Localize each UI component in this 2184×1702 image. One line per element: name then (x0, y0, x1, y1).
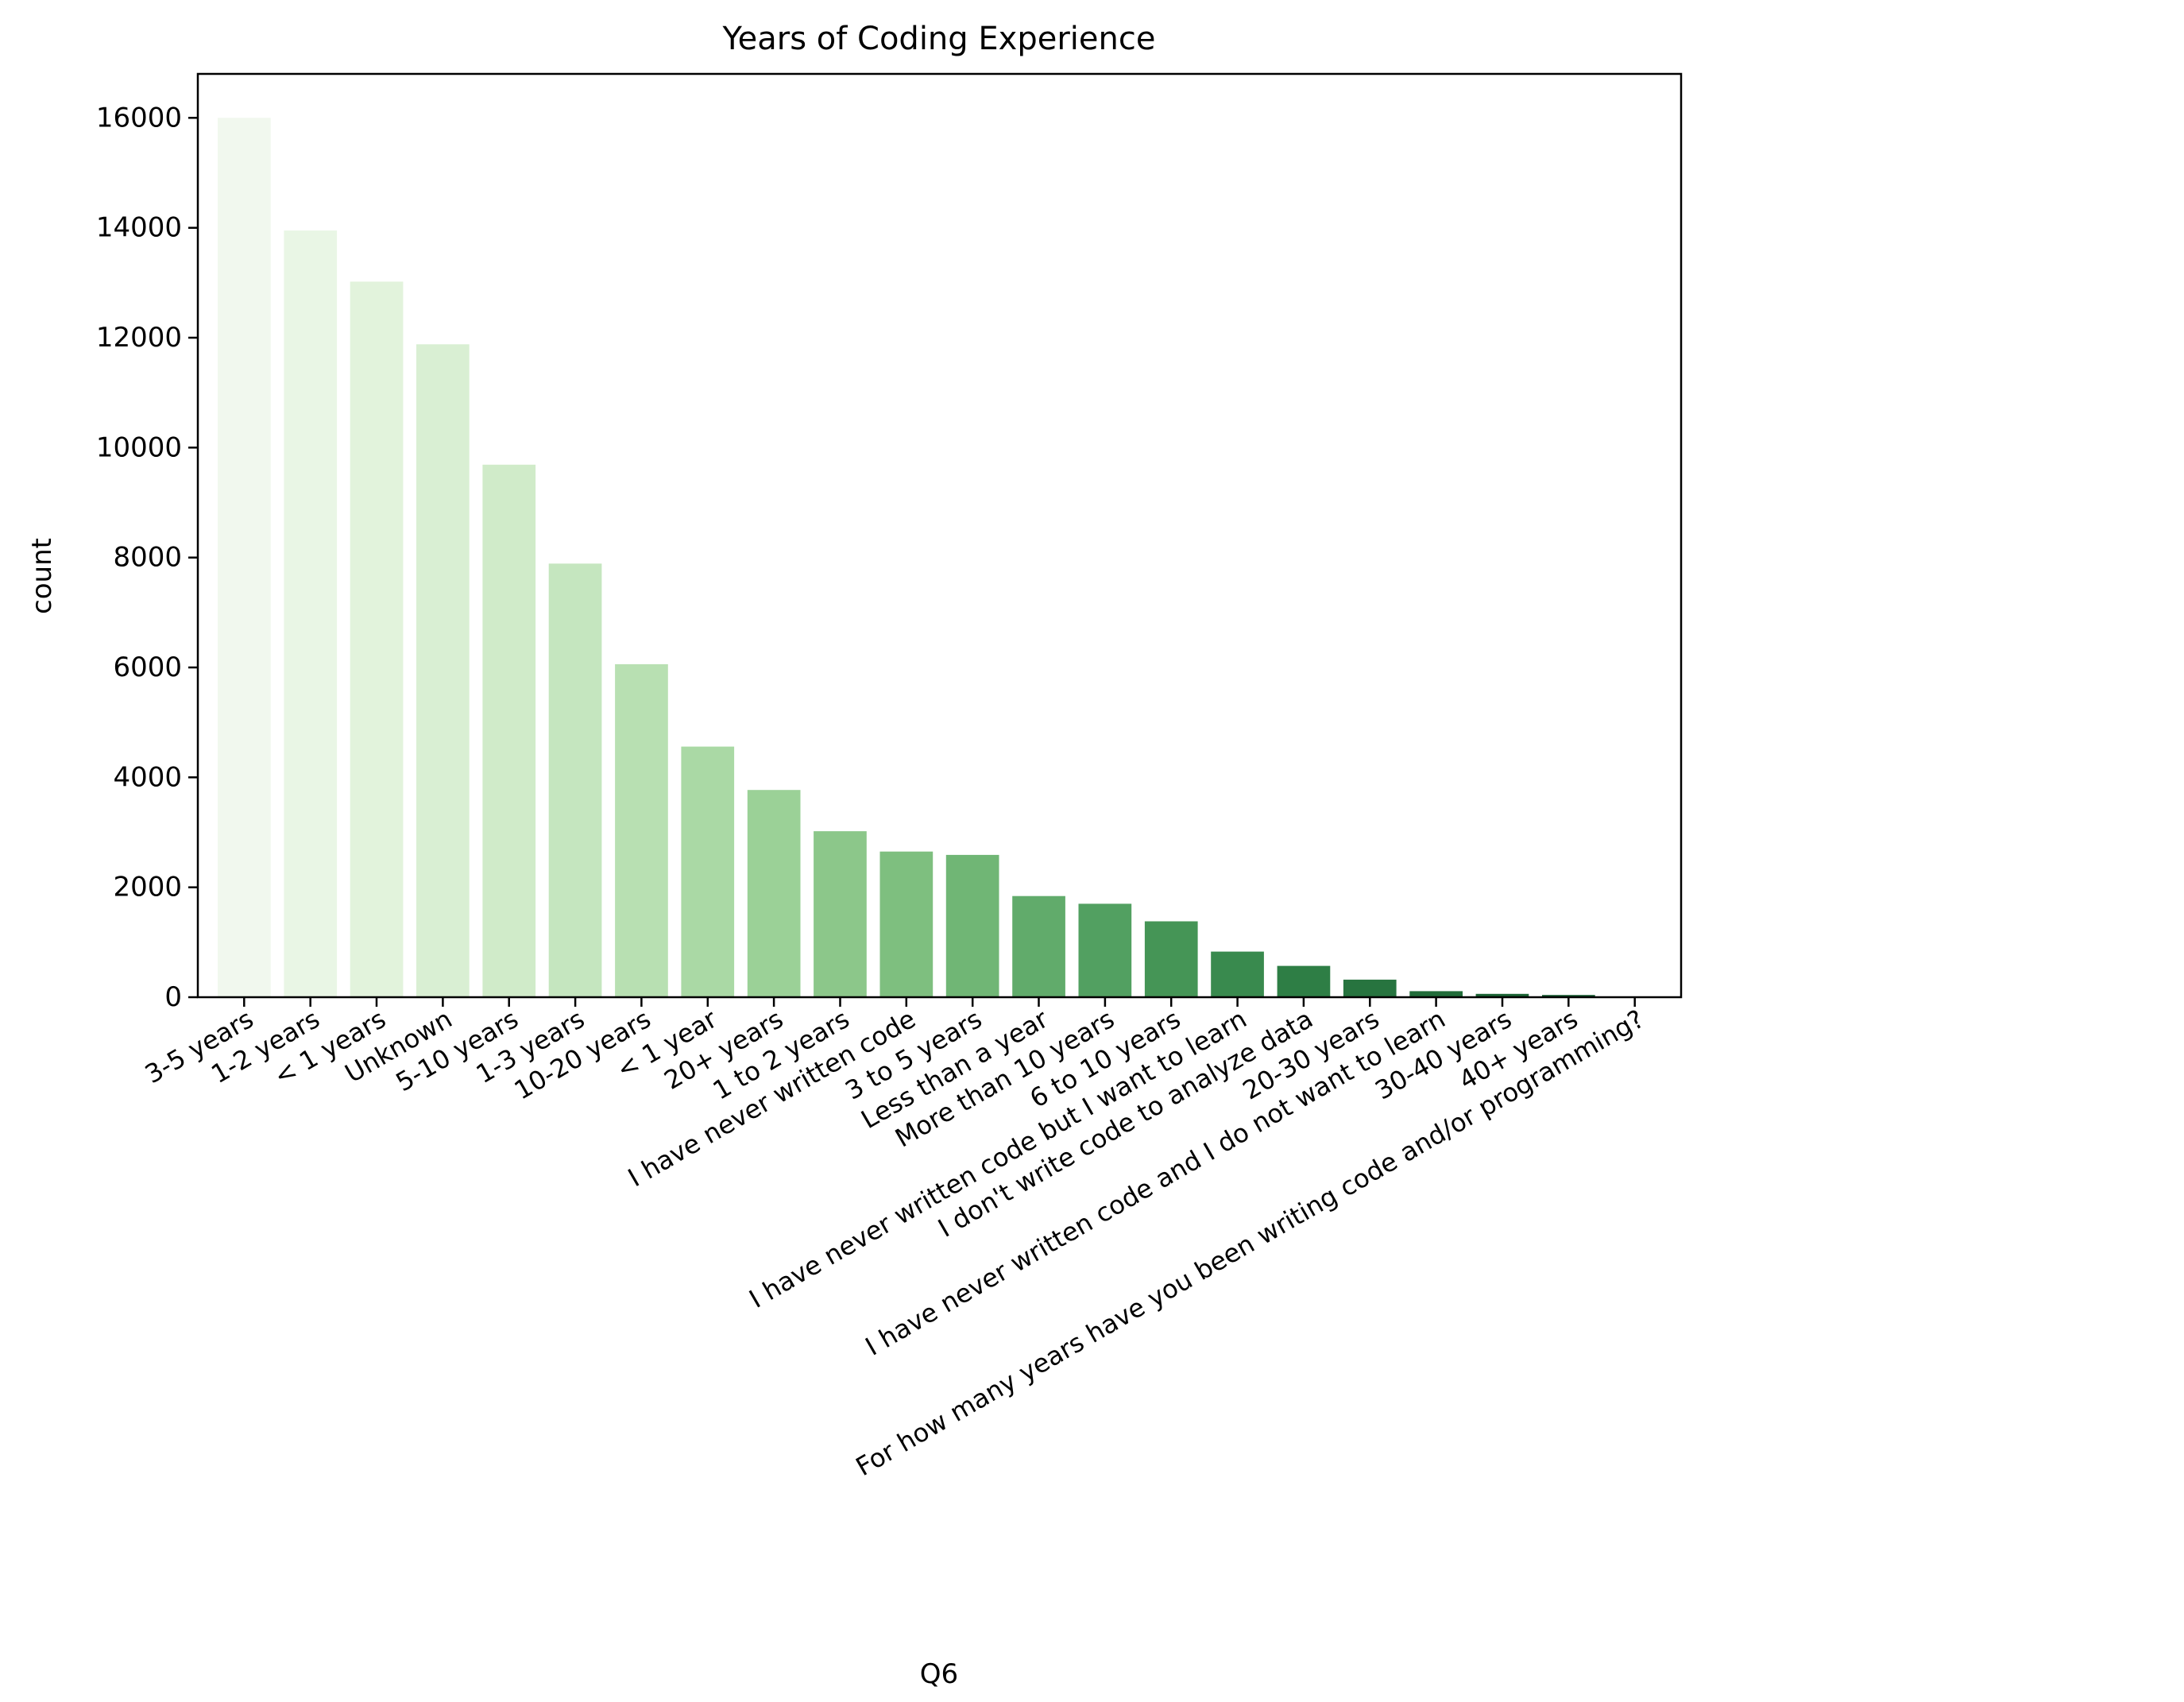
bar (416, 344, 470, 997)
y-tick-label: 12000 (96, 322, 182, 354)
y-tick-label: 16000 (96, 102, 182, 133)
bar (681, 746, 735, 997)
y-tick-label: 0 (164, 981, 182, 1013)
bar (615, 663, 668, 997)
bar (548, 563, 602, 997)
y-tick-label: 2000 (113, 872, 182, 903)
plot-frame (196, 72, 1683, 999)
chart-title: Years of Coding Experience (722, 21, 1156, 57)
bar (1012, 895, 1065, 997)
y-tick-label: 14000 (96, 212, 182, 244)
bar (945, 854, 999, 997)
bar (1542, 995, 1595, 997)
bar (1277, 965, 1331, 997)
bar (814, 831, 867, 997)
bar (879, 851, 934, 997)
y-tick-label: 10000 (96, 431, 182, 463)
bar (482, 464, 536, 997)
bar (218, 118, 271, 997)
bar (747, 790, 801, 997)
y-tick-label: 4000 (113, 761, 182, 793)
y-axis-label: count (26, 538, 58, 614)
bar (350, 281, 404, 997)
bar (1409, 991, 1463, 997)
x-axis-label: Q6 (920, 1658, 958, 1690)
bar (284, 230, 338, 998)
bar (1078, 903, 1132, 997)
bar (1343, 979, 1397, 997)
bar (1211, 951, 1264, 997)
y-axis-ticks: 0 2000 4000 6000 8000 10000 12000 14000 16000 (96, 102, 198, 1013)
bar (1475, 993, 1529, 997)
bars (218, 118, 1595, 998)
bar (1144, 921, 1198, 997)
y-tick-label: 6000 (113, 652, 182, 683)
y-tick-label: 8000 (113, 542, 182, 574)
